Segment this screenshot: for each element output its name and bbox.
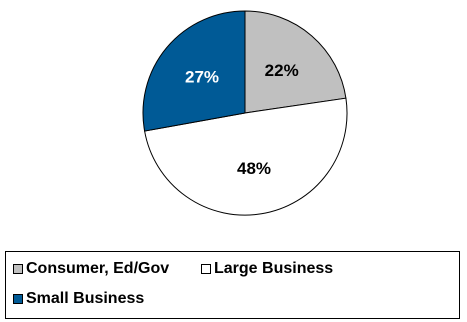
pie-slice-large-business xyxy=(144,97,348,216)
data-label-large-business: 48% xyxy=(237,159,271,178)
data-label-small-business: 27% xyxy=(185,68,219,87)
legend-item-large-business: Large Business xyxy=(201,260,333,278)
legend-swatch-small-business xyxy=(13,294,23,304)
data-label-consumer-ed-gov: 22% xyxy=(265,61,299,80)
legend-label-small-business: Small Business xyxy=(26,290,145,307)
pie-chart: 22% 48% 27% xyxy=(142,10,348,216)
legend-label-consumer-ed-gov: Consumer, Ed/Gov xyxy=(26,260,170,277)
pie-slice-consumer-ed-gov xyxy=(244,10,347,114)
legend-label-large-business: Large Business xyxy=(214,260,334,277)
legend-swatch-large-business xyxy=(201,264,211,274)
pie-slice-small-business xyxy=(142,10,246,132)
legend-swatch-consumer-ed-gov xyxy=(13,264,23,274)
legend-item-small-business: Small Business xyxy=(13,290,144,308)
pie-data-labels: 22% 48% 27% xyxy=(185,61,299,178)
legend-item-consumer-ed-gov: Consumer, Ed/Gov xyxy=(13,260,169,278)
pie-slices xyxy=(142,10,348,216)
chart-legend: Consumer, Ed/Gov Large Business Small Bu… xyxy=(5,251,460,319)
